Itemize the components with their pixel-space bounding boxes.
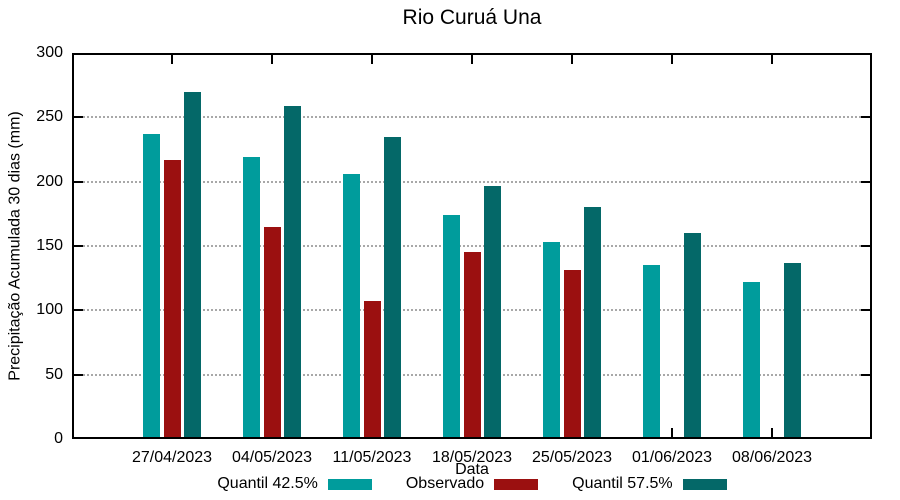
legend-swatch-0 [327,478,372,490]
tick-left-150 [74,245,83,247]
plot-border [72,53,872,439]
tick-left-250 [74,116,83,119]
legend-item-0: Quantil 42.5% [217,475,372,493]
tick-top-3 [471,55,473,64]
legend-swatch-2 [682,478,727,490]
x-tick-label-3: 18/05/2023 [431,449,513,466]
tick-right-200 [861,180,870,183]
tick-top-6 [771,55,773,64]
tick-left-50 [74,373,83,376]
bar-quantil-42-5--4 [543,242,560,437]
bar-observado-4 [563,270,581,437]
gridline-250 [72,116,872,119]
chart-title: Rio Curuá Una [402,6,542,29]
bar-observado-1 [263,226,281,437]
x-tick-label-4: 25/05/2023 [531,449,613,466]
tick-top-0 [171,55,173,64]
y-tick-label-250: 250 [36,108,63,126]
tick-right-100 [861,309,870,312]
gridline-150 [72,245,872,247]
legend-label-0: Quantil 42.5% [217,475,318,492]
bar-observado-2 [363,301,381,437]
tick-top-5 [671,55,673,64]
y-tick-label-150: 150 [36,237,63,254]
bar-observado-3 [463,252,481,437]
bar-quantil-42-5--3 [443,215,460,437]
bar-quantil-42-5--1 [243,157,260,437]
bar-observado-0 [163,159,181,437]
bar-quantil-57-5--3 [484,185,501,437]
legend-label-1: Observado [405,475,485,492]
bar-quantil-57-5--4 [584,207,601,437]
bar-quantil-42-5--5 [643,265,660,437]
legend: Quantil 42.5% Observado Quantil 57.5% [72,475,872,493]
x-tick-label-6: 08/06/2023 [731,449,813,466]
bar-quantil-42-5--6 [743,282,760,437]
y-tick-label-200: 200 [36,172,63,190]
y-tick-label-300: 300 [36,44,63,61]
x-axis-label: Data [455,461,489,478]
x-tick-label-2: 11/05/2023 [332,449,412,466]
legend-label-2: Quantil 57.5% [572,475,673,492]
tick-right-150 [861,245,870,247]
tick-right-250 [861,116,870,119]
legend-item-1: Observado [405,475,539,493]
y-tick-label-100: 100 [36,301,63,319]
tick-bottom-5 [671,428,673,437]
x-tick-label-1: 04/05/2023 [231,449,313,466]
bar-quantil-57-5--0 [184,91,201,437]
bar-quantil-57-5--1 [284,105,301,437]
tick-bottom-6 [771,428,773,437]
x-tick-label-5: 01/06/2023 [631,449,713,466]
tick-top-1 [271,55,273,64]
gridline-200 [72,180,872,183]
bar-quantil-57-5--6 [784,262,801,437]
y-tick-label-0: 0 [54,430,63,447]
bar-quantil-42-5--0 [143,134,160,437]
tick-right-50 [861,373,870,376]
y-tick-label-50: 50 [45,365,63,383]
bar-quantil-42-5--2 [343,173,360,437]
legend-item-2: Quantil 57.5% [572,475,727,493]
tick-left-100 [74,309,83,312]
tick-top-2 [371,55,373,64]
tick-top-4 [571,55,573,64]
tick-left-200 [74,180,83,183]
legend-swatch-1 [494,478,539,490]
x-tick-label-0: 27/04/2023 [131,449,213,466]
bar-quantil-57-5--5 [684,233,701,437]
bar-quantil-57-5--2 [384,136,401,437]
